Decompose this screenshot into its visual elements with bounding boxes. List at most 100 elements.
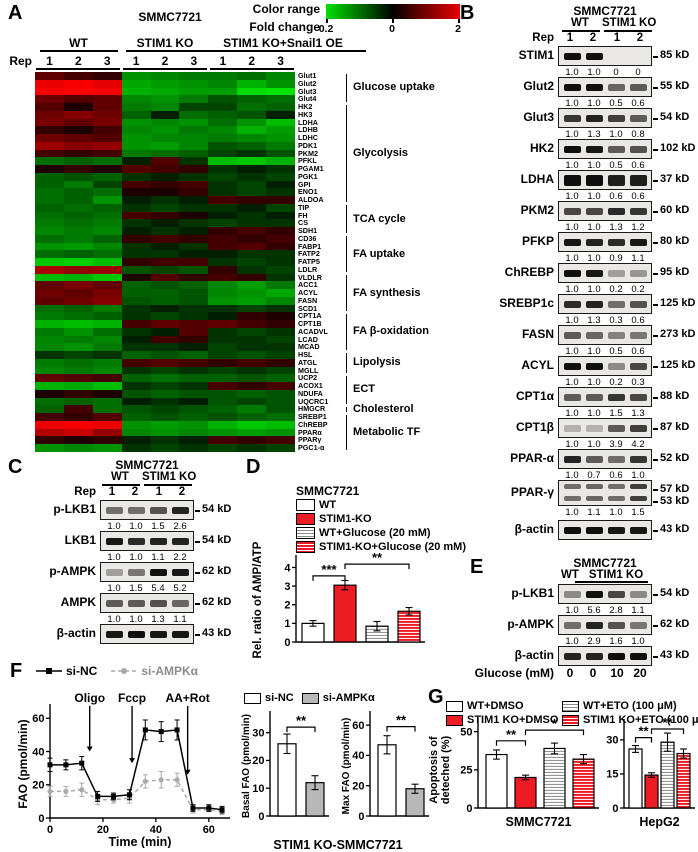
heatmap-cell (208, 320, 238, 328)
heatmap-cell (266, 265, 295, 274)
panel-c-group-ko: STIM1 KO (142, 471, 197, 483)
heatmap-cell (266, 420, 295, 429)
blot-band (585, 52, 603, 60)
panel-c-group-wt: WT (111, 471, 129, 483)
svg-text:50: 50 (460, 726, 472, 738)
gene-label: Glut4 (298, 94, 317, 104)
blot-band (629, 652, 647, 660)
heatmap-cell (237, 227, 267, 235)
blot-lane-box (558, 325, 652, 345)
panel-e-cell-line: SMMC7721 (573, 556, 637, 570)
svg-text:2: 2 (284, 600, 290, 612)
heatmap-cell (179, 374, 209, 383)
heatmap-cell (179, 304, 209, 313)
band-quantification: 0.2 (609, 284, 623, 295)
heatmap-cell (237, 273, 267, 282)
blot-band (607, 455, 625, 463)
gene-label: Glut2 (298, 78, 317, 88)
kd-label: 80 kD (660, 235, 690, 247)
si-ampka-marker-icon (111, 668, 138, 674)
panel-f-label: F (10, 660, 23, 682)
blot-band (585, 174, 603, 186)
svg-text:0: 0 (466, 803, 472, 815)
heatmap-cell (208, 258, 238, 266)
fold-change-title: Fold change (249, 20, 320, 34)
group-underline (200, 50, 366, 52)
heatmap-cell (179, 320, 209, 328)
heatmap-cell (121, 374, 151, 383)
band-quantification: 1.5 (631, 507, 645, 518)
blot-lane-box (558, 449, 652, 469)
heatmap-cell (150, 413, 180, 421)
gene-label: FH (298, 210, 308, 220)
heatmap-cell (92, 203, 122, 212)
svg-text:**: ** (296, 713, 307, 728)
heatmap-cell (266, 165, 295, 173)
panel-e-label: E (470, 556, 484, 578)
blot-band (629, 83, 647, 91)
blot-band (607, 238, 625, 246)
heatmap-cell (179, 157, 209, 166)
heatmap-cell (179, 397, 209, 406)
heatmap-cell (179, 126, 209, 135)
rep-number: 2 (636, 32, 644, 44)
panel-d-title: SMMC7721 (296, 484, 360, 498)
group-underline (562, 30, 600, 32)
heatmap-cell (63, 219, 93, 228)
heatmap-cell (92, 389, 122, 398)
band-quantification: 0.2 (609, 377, 623, 388)
protein-label: LDHA (520, 172, 554, 186)
blot-band (607, 269, 625, 277)
amp-atp-bar-chart: 0 1 2 3 4 *** ** (272, 550, 442, 656)
heatmap-cell (121, 180, 151, 189)
blot-lane-box (558, 46, 652, 66)
blot-band (629, 424, 647, 432)
heatmap-cell (150, 79, 180, 88)
heatmap-cell (121, 188, 151, 197)
blot-band (563, 393, 581, 401)
apoptosis-hepg2-bar-chart: 0 15 30 ** ** HepG2 (600, 715, 698, 846)
band-quantification: 0.6 (609, 470, 623, 481)
gene-label: ChREBP (298, 419, 328, 429)
gene-label: MGLL (298, 365, 319, 375)
kd-label: 95 kD (660, 266, 690, 278)
heatmap-cell (179, 444, 209, 452)
heatmap-cell (179, 242, 209, 251)
heatmap-cell (63, 374, 93, 383)
protein-label: PPAR-α (510, 451, 554, 465)
rep-number: 2 (178, 486, 186, 498)
panel-a-cell-line: SMMC7721 (138, 10, 202, 24)
heatmap-cell (63, 196, 93, 204)
blot-band (563, 52, 581, 60)
blot-band (563, 652, 581, 660)
heatmap-cell (179, 149, 209, 158)
kd-label: 88 kD (660, 390, 690, 402)
blot-band (629, 300, 647, 308)
heatmap-cell (35, 118, 64, 127)
gene-label: TIP (298, 202, 310, 212)
blot-lane-box (558, 356, 652, 376)
heatmap-cell (266, 242, 295, 251)
kd-label: 125 kD (660, 297, 696, 309)
legend-label: WT (319, 499, 337, 511)
heatmap-cell (208, 87, 238, 96)
blot-band (563, 300, 581, 308)
heatmap-cell (35, 281, 64, 290)
rep-number: 2 (589, 32, 597, 44)
heatmap-cell (208, 203, 238, 212)
heatmap-cell (35, 351, 64, 359)
heatmap-cell (179, 196, 209, 204)
group-wt: WT (69, 36, 88, 50)
blot-band (607, 496, 625, 501)
blot-band (607, 621, 625, 629)
band-quantification: 1.2 (631, 222, 645, 233)
heatmap-cell (179, 265, 209, 274)
band-quantification: 1.0 (631, 470, 645, 481)
legend-item: si-NC (244, 692, 294, 704)
heatmap-cell (179, 72, 209, 80)
legend-label: si-AMPKα (322, 692, 375, 704)
gene-label: PFKL (298, 156, 317, 166)
heatmap-cell (92, 358, 122, 367)
kd-label: 52 kD (660, 452, 690, 464)
